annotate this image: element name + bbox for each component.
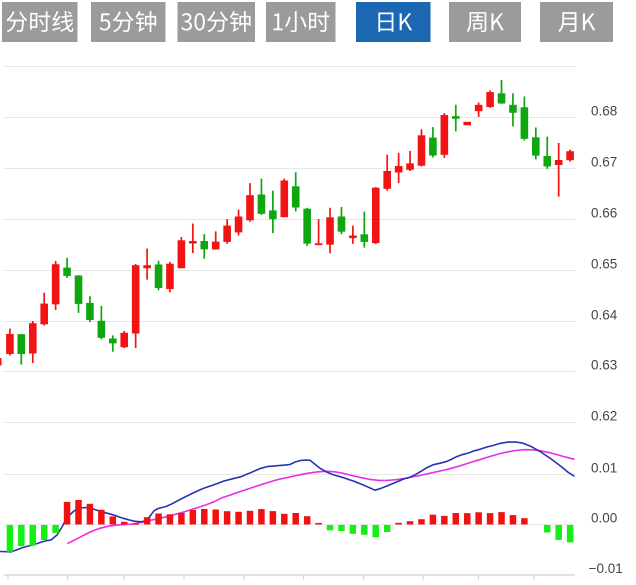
svg-text:0.66: 0.66 <box>591 206 617 221</box>
svg-text:0.64: 0.64 <box>591 308 618 323</box>
svg-text:−0.01: −0.01 <box>589 561 623 576</box>
svg-text:0.00: 0.00 <box>591 511 617 526</box>
svg-text:0.01: 0.01 <box>591 461 617 476</box>
svg-text:0.65: 0.65 <box>591 257 617 272</box>
svg-text:0.63: 0.63 <box>591 358 617 373</box>
svg-text:0.67: 0.67 <box>591 155 617 170</box>
svg-text:0.62: 0.62 <box>591 409 617 424</box>
svg-text:0.68: 0.68 <box>591 104 617 119</box>
